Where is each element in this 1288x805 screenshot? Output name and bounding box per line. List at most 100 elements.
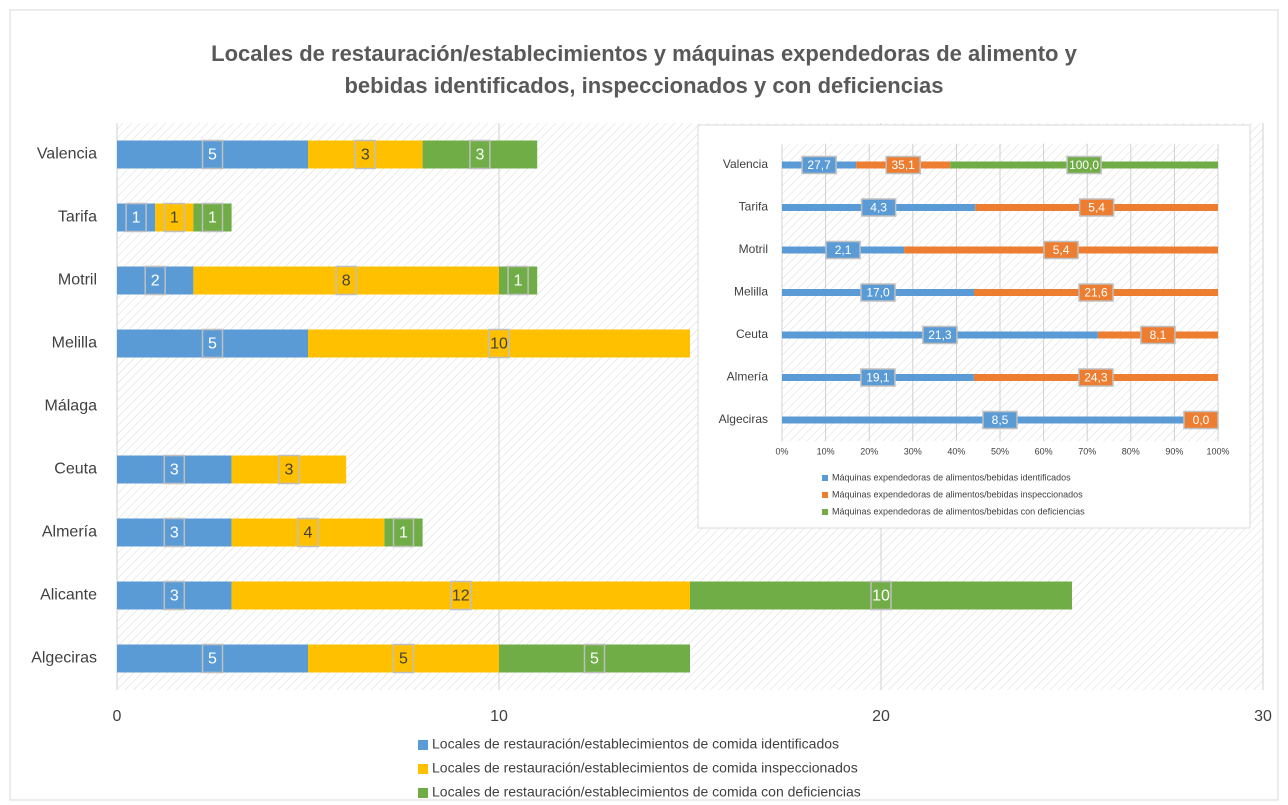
x-tick-label: 70% <box>1078 446 1096 456</box>
x-tick-label: 30 <box>1254 708 1272 725</box>
data-label-box <box>163 580 186 611</box>
legend-label: Locales de restauración/establecimientos… <box>432 784 861 800</box>
y-tick-label: Alicante <box>40 587 97 604</box>
data-label-box <box>201 643 224 674</box>
data-label-box <box>1140 325 1176 345</box>
data-label-box <box>163 454 186 485</box>
legend-marker <box>418 764 428 774</box>
data-label: 1 <box>132 210 141 227</box>
y-tick-label: Valencia <box>723 157 768 171</box>
y-tick-label: Tarifa <box>739 200 769 214</box>
inset-chart: 0% 10% 20% 30% 40% 50% 60% 70% 80% 90% 100% Valenci… <box>719 143 1230 516</box>
data-label: 10 <box>872 588 890 605</box>
data-label-box <box>583 643 606 674</box>
data-label-box <box>825 240 861 260</box>
y-tick-label: Ceuta <box>54 461 97 478</box>
data-label-box <box>201 328 224 359</box>
data-label-box <box>144 265 166 296</box>
data-label: 27,7 <box>807 158 831 172</box>
data-label: 2 <box>151 273 160 290</box>
legend-marker <box>418 740 428 750</box>
x-tick-label: 90% <box>1165 446 1183 456</box>
y-tick-label: Melilla <box>52 335 97 352</box>
data-label: 8,5 <box>992 413 1009 427</box>
data-label-box <box>1183 410 1219 430</box>
y-tick-label: Algeciras <box>31 650 97 667</box>
data-label: 1 <box>514 273 523 290</box>
data-label-box <box>870 580 892 611</box>
data-label: 3 <box>170 462 179 479</box>
legend-label: Máquinas expendedoras de alimentos/bebid… <box>832 489 1083 499</box>
data-label: 21,6 <box>1084 286 1108 300</box>
data-label: 1 <box>208 210 217 227</box>
legend-label: Locales de restauración/establecimientos… <box>432 736 839 752</box>
data-label-box <box>163 202 186 233</box>
data-label: 21,3 <box>928 328 952 342</box>
data-label: 3 <box>170 525 179 542</box>
data-label-box <box>125 202 147 233</box>
data-label: 8,1 <box>1150 328 1167 342</box>
legend-marker <box>418 788 428 798</box>
x-tick-label: 30% <box>904 446 922 456</box>
x-tick-label: 80% <box>1122 446 1140 456</box>
data-label: 5,4 <box>1053 243 1070 257</box>
data-label: 1 <box>170 210 179 227</box>
y-tick-label: Motril <box>58 272 97 289</box>
legend-label: Máquinas expendedoras de alimentos/bebid… <box>832 472 1071 482</box>
data-label-box <box>507 265 529 296</box>
legend-label: Locales de restauración/establecimientos… <box>432 760 858 776</box>
data-label: 19,1 <box>866 371 890 385</box>
data-label-box <box>201 202 224 233</box>
data-label-box <box>922 325 958 345</box>
data-label-box <box>1078 283 1114 302</box>
x-tick-label: 100% <box>1206 446 1229 456</box>
x-tick-label: 0 <box>113 708 122 725</box>
data-label: 5,4 <box>1088 201 1105 215</box>
title-line: Locales de restauración/establecimientos… <box>211 41 1077 66</box>
x-tick-label: 0% <box>775 446 788 456</box>
data-label: 5 <box>208 336 217 353</box>
data-label-box <box>1043 240 1079 260</box>
data-label: 1 <box>399 525 408 542</box>
x-tick-label: 10 <box>490 708 508 725</box>
data-label-box <box>297 517 319 548</box>
y-tick-label: Málaga <box>45 398 98 415</box>
data-label-box <box>163 517 186 548</box>
data-label-box <box>201 139 224 170</box>
data-label: 3 <box>475 147 484 164</box>
data-label: 24,3 <box>1084 371 1108 385</box>
data-label-box <box>335 265 357 296</box>
x-tick-label: 20% <box>860 446 878 456</box>
y-tick-label: Valencia <box>37 146 97 163</box>
data-label: 3 <box>361 147 370 164</box>
data-label: 2,1 <box>835 243 852 257</box>
legend-marker <box>822 475 828 481</box>
data-label-box <box>392 643 415 674</box>
data-label-box <box>1066 155 1102 175</box>
data-label: 3 <box>284 462 293 479</box>
data-label-box <box>354 139 377 170</box>
data-label: 5 <box>399 651 408 668</box>
data-label-box <box>1078 198 1115 217</box>
data-label-box <box>488 328 510 359</box>
y-tick-label: Tarifa <box>58 209 97 226</box>
data-label: 5 <box>590 651 599 668</box>
data-label: 0,0 <box>1193 413 1210 427</box>
data-label: 12 <box>452 588 470 605</box>
y-tick-label: Algeciras <box>719 412 768 426</box>
data-label: 5 <box>208 147 217 164</box>
data-label-box <box>278 454 300 485</box>
x-tick-label: 60% <box>1035 446 1053 456</box>
legend-marker <box>822 509 828 515</box>
data-label-box <box>801 155 837 175</box>
legend-marker <box>822 492 828 498</box>
data-label: 5 <box>208 651 217 668</box>
y-tick-label: Ceuta <box>736 327 768 341</box>
data-label-box <box>860 198 897 217</box>
data-label: 17,0 <box>866 286 890 300</box>
chart-title: Locales de restauración/establecimientos… <box>211 41 1077 98</box>
data-label-box <box>860 368 896 387</box>
data-label-box <box>860 283 896 302</box>
data-label: 10 <box>490 336 508 353</box>
